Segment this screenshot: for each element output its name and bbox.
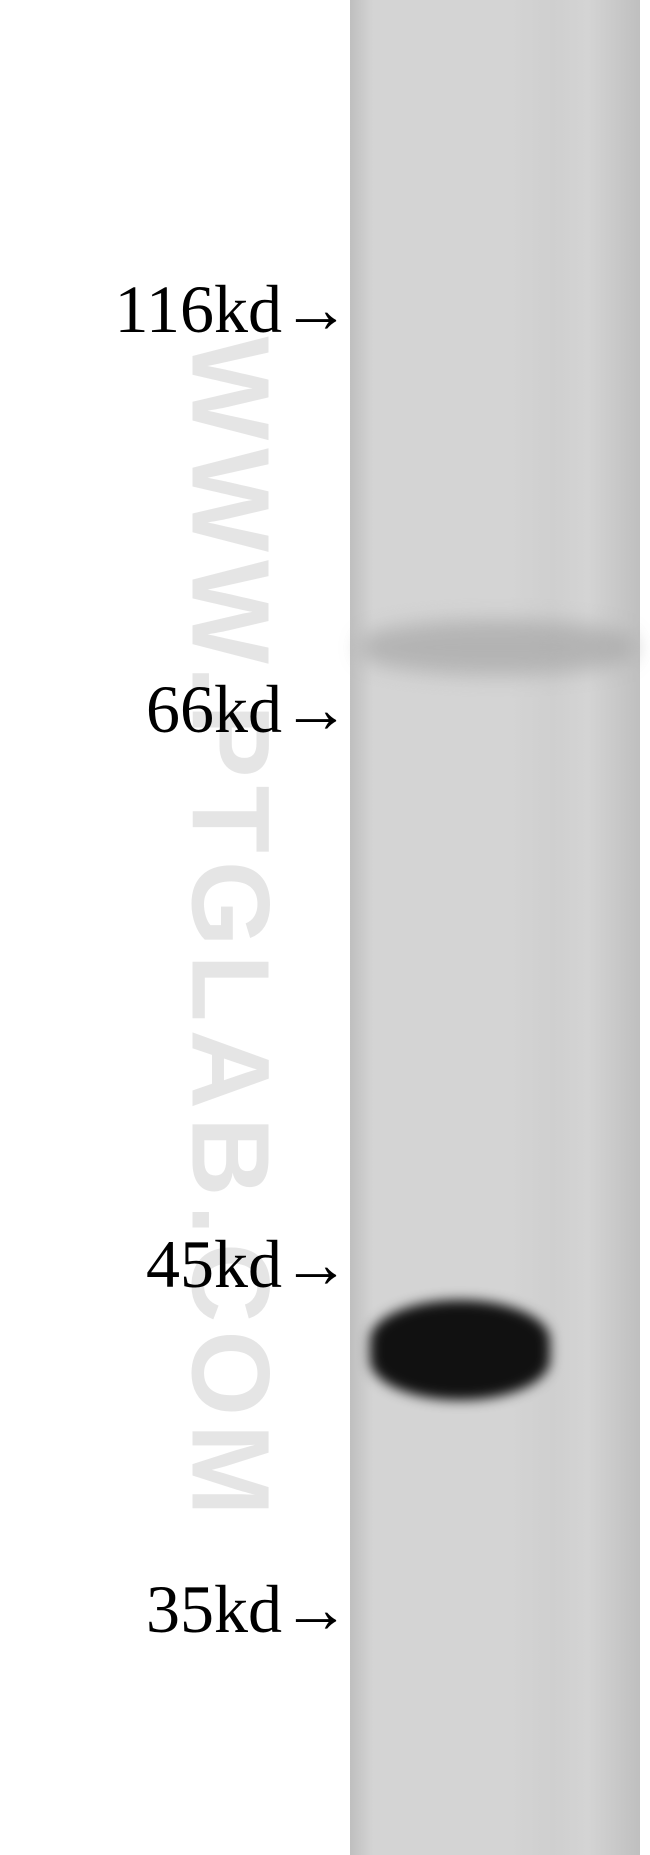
blot-band [360,620,635,675]
marker-label: 66kd→ [146,670,350,749]
blot-band [370,1300,550,1400]
marker-label: 35kd→ [146,1570,350,1649]
blot-image: WWW.PTGLAB.COM 116kd→ 66kd→ 45kd→ 35kd→ [0,0,650,1855]
marker-label: 116kd→ [115,270,350,349]
marker-label: 45kd→ [146,1225,350,1304]
watermark-text: WWW.PTGLAB.COM [167,336,294,1523]
blot-lane [350,0,640,1855]
